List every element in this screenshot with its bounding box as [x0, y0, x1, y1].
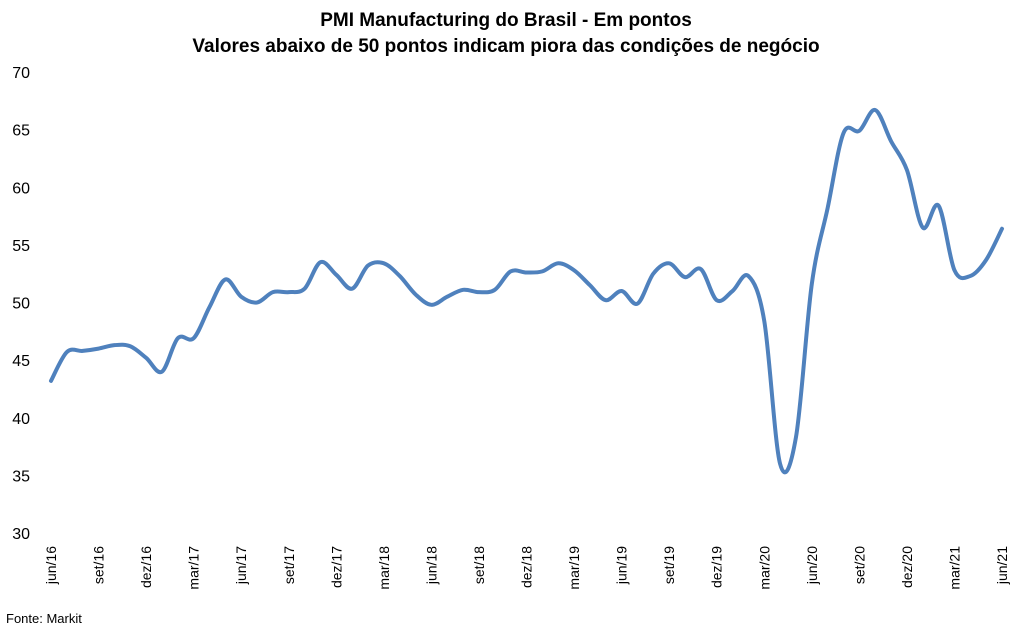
y-tick-label: 35	[12, 468, 30, 485]
x-tick-label: mar/19	[566, 546, 582, 590]
y-tick-label: 70	[12, 65, 30, 82]
y-tick-label: 30	[12, 526, 30, 543]
x-tick-label: dez/16	[138, 546, 154, 588]
x-tick-label: set/19	[661, 546, 677, 584]
x-tick-label: jun/18	[423, 546, 439, 585]
x-tick-label: jun/16	[43, 546, 59, 585]
x-tick-label: jun/21	[994, 546, 1010, 585]
chart-subtitle: Valores abaixo de 50 pontos indicam pior…	[192, 36, 820, 57]
y-tick-label: 45	[12, 353, 30, 370]
x-tick-label: mar/21	[946, 546, 962, 590]
x-tick-label: dez/18	[519, 546, 535, 588]
x-tick-label: mar/17	[186, 546, 202, 590]
y-tick-label: 50	[12, 296, 30, 313]
y-axis: 30 35 40 45 50 55 60 65 70	[12, 65, 30, 543]
line-chart: 30 35 40 45 50 55 60 65 70 jun/16 set/16 dez/16 mar…	[12, 65, 1010, 590]
chart-title: PMI Manufacturing do Brasil - Em pontos	[320, 10, 692, 31]
x-tick-label: dez/17	[328, 546, 344, 588]
x-tick-label: jun/17	[233, 546, 249, 585]
x-tick-label: dez/19	[709, 546, 725, 588]
x-tick-label: set/20	[851, 546, 867, 584]
x-axis: jun/16 set/16 dez/16 mar/17 jun/17 set/17 dez/…	[43, 546, 1010, 590]
y-tick-label: 60	[12, 180, 30, 197]
x-tick-label: mar/18	[376, 546, 392, 590]
x-tick-label: jun/20	[804, 546, 820, 585]
x-tick-label: set/16	[91, 546, 107, 584]
y-tick-label: 65	[12, 123, 30, 140]
x-tick-label: jun/19	[614, 546, 630, 585]
plot-area	[49, 108, 1004, 475]
source-note: Fonte: Markit	[6, 611, 82, 626]
x-tick-label: dez/20	[899, 546, 915, 588]
x-tick-label: set/18	[471, 546, 487, 584]
y-tick-label: 40	[12, 411, 30, 428]
x-tick-label: set/17	[281, 546, 297, 584]
series-line	[49, 108, 1004, 475]
y-tick-label: 55	[12, 238, 30, 255]
x-tick-label: mar/20	[756, 546, 772, 590]
